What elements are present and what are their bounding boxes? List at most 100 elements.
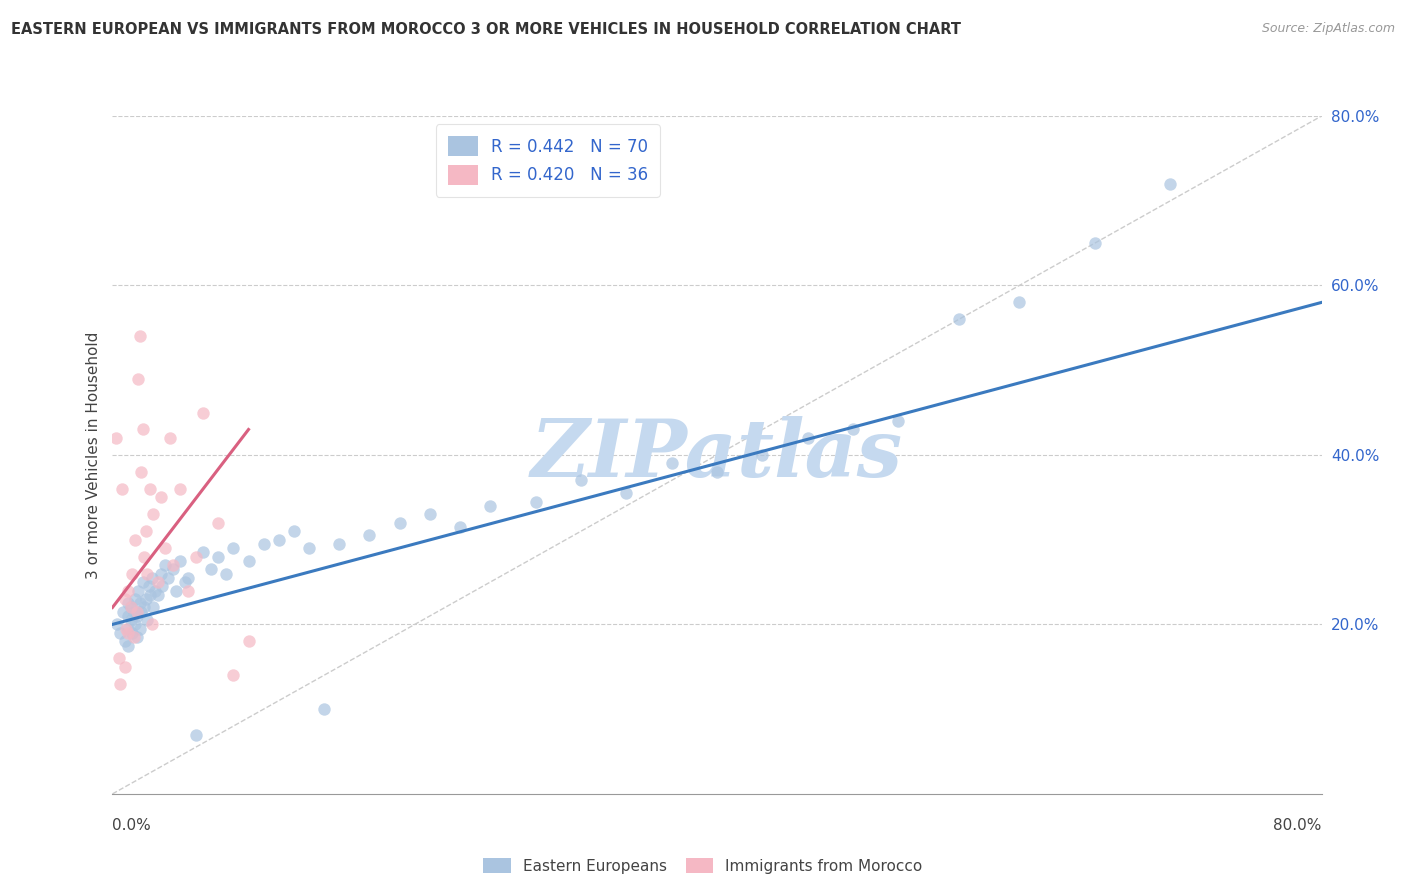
Point	[524, 494, 547, 508]
Point	[134, 600, 156, 615]
Point	[114, 592, 136, 607]
Point	[117, 596, 139, 610]
Point	[146, 588, 169, 602]
Point	[127, 583, 149, 598]
Point	[238, 554, 260, 568]
Point	[328, 537, 350, 551]
Point	[120, 600, 142, 615]
Point	[139, 482, 162, 496]
Point	[388, 516, 411, 530]
Point	[141, 617, 163, 632]
Point	[125, 630, 148, 644]
Point	[121, 566, 143, 581]
Point	[108, 626, 131, 640]
Point	[215, 566, 238, 581]
Point	[169, 554, 191, 568]
Point	[253, 537, 276, 551]
Point	[132, 423, 155, 437]
Text: 80.0%: 80.0%	[1274, 818, 1322, 832]
Point	[184, 728, 207, 742]
Point	[207, 549, 229, 564]
Point	[298, 541, 321, 555]
Point	[155, 541, 177, 555]
Point	[110, 482, 132, 496]
Point	[174, 574, 197, 589]
Point	[706, 465, 728, 479]
Point	[120, 600, 142, 615]
Y-axis label: 3 or more Vehicles in Household: 3 or more Vehicles in Household	[86, 331, 101, 579]
Point	[132, 574, 155, 589]
Point	[191, 405, 214, 420]
Point	[128, 596, 150, 610]
Point	[114, 660, 136, 674]
Point	[155, 558, 177, 573]
Point	[177, 571, 200, 585]
Point	[267, 533, 290, 547]
Point	[135, 592, 157, 607]
Point	[1084, 235, 1107, 250]
Point	[117, 609, 139, 624]
Point	[121, 626, 143, 640]
Point	[207, 516, 229, 530]
Point	[136, 613, 159, 627]
Point	[751, 448, 773, 462]
Point	[200, 562, 222, 576]
Point	[117, 639, 139, 653]
Point	[449, 520, 471, 534]
Point	[120, 613, 142, 627]
Point	[107, 651, 129, 665]
Point	[162, 558, 184, 573]
Point	[1008, 295, 1031, 310]
Point	[159, 431, 181, 445]
Point	[283, 524, 305, 538]
Point	[222, 541, 245, 555]
Point	[616, 486, 638, 500]
Point	[104, 431, 127, 445]
Point	[222, 668, 245, 682]
Point	[569, 473, 592, 487]
Point	[177, 583, 200, 598]
Point	[149, 566, 172, 581]
Point	[146, 574, 169, 589]
Point	[122, 605, 145, 619]
Point	[138, 579, 160, 593]
Point	[128, 329, 150, 343]
Point	[128, 622, 150, 636]
Legend: Eastern Europeans, Immigrants from Morocco: Eastern Europeans, Immigrants from Moroc…	[478, 852, 928, 880]
Point	[108, 676, 131, 690]
Text: 0.0%: 0.0%	[112, 818, 152, 832]
Point	[157, 571, 180, 585]
Point	[842, 423, 865, 437]
Text: Source: ZipAtlas.com: Source: ZipAtlas.com	[1261, 22, 1395, 36]
Point	[115, 622, 138, 636]
Point	[124, 617, 146, 632]
Point	[162, 562, 184, 576]
Point	[124, 533, 146, 547]
Point	[184, 549, 207, 564]
Point	[125, 605, 148, 619]
Point	[948, 312, 970, 326]
Point	[165, 583, 187, 598]
Text: ZIPatlas: ZIPatlas	[531, 417, 903, 493]
Point	[134, 549, 156, 564]
Legend: R = 0.442   N = 70, R = 0.420   N = 36: R = 0.442 N = 70, R = 0.420 N = 36	[436, 124, 659, 196]
Point	[117, 622, 139, 636]
Point	[796, 431, 818, 445]
Point	[142, 600, 165, 615]
Point	[127, 371, 149, 385]
Point	[122, 630, 145, 644]
Point	[169, 482, 191, 496]
Point	[114, 634, 136, 648]
Point	[661, 457, 683, 471]
Point	[419, 507, 441, 521]
Point	[129, 465, 152, 479]
Point	[136, 566, 159, 581]
Point	[142, 507, 165, 521]
Point	[125, 609, 148, 624]
Point	[135, 524, 157, 538]
Point	[238, 634, 260, 648]
Point	[143, 583, 166, 598]
Point	[117, 626, 139, 640]
Point	[887, 414, 910, 428]
Point	[105, 617, 128, 632]
